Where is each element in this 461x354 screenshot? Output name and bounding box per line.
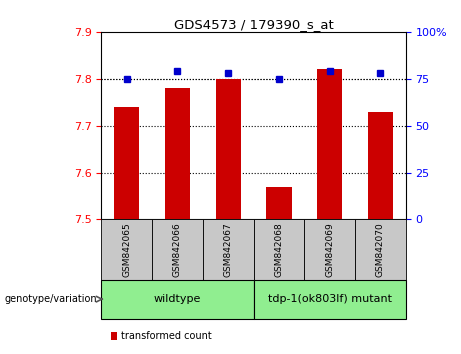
Text: tdp-1(ok803lf) mutant: tdp-1(ok803lf) mutant xyxy=(268,294,391,304)
Text: GSM842070: GSM842070 xyxy=(376,222,385,277)
Text: genotype/variation: genotype/variation xyxy=(4,294,97,304)
Bar xyxy=(304,219,355,280)
Bar xyxy=(317,69,342,219)
Bar xyxy=(114,107,140,219)
Text: GSM842069: GSM842069 xyxy=(325,222,334,277)
Text: GSM842068: GSM842068 xyxy=(274,222,284,277)
Title: GDS4573 / 179390_s_at: GDS4573 / 179390_s_at xyxy=(174,18,333,31)
Text: GSM842065: GSM842065 xyxy=(122,222,131,277)
Bar xyxy=(152,219,203,280)
Text: GSM842067: GSM842067 xyxy=(224,222,233,277)
Bar xyxy=(165,88,190,219)
Text: GSM842066: GSM842066 xyxy=(173,222,182,277)
Bar xyxy=(203,219,254,280)
Bar xyxy=(216,79,241,219)
Bar xyxy=(266,187,291,219)
Text: wildtype: wildtype xyxy=(154,294,201,304)
Text: transformed count: transformed count xyxy=(121,331,212,341)
Bar xyxy=(101,280,254,319)
Bar xyxy=(101,219,152,280)
Bar xyxy=(355,219,406,280)
Bar xyxy=(111,332,117,340)
Bar xyxy=(254,280,406,319)
Bar xyxy=(254,219,304,280)
Bar xyxy=(368,112,393,219)
